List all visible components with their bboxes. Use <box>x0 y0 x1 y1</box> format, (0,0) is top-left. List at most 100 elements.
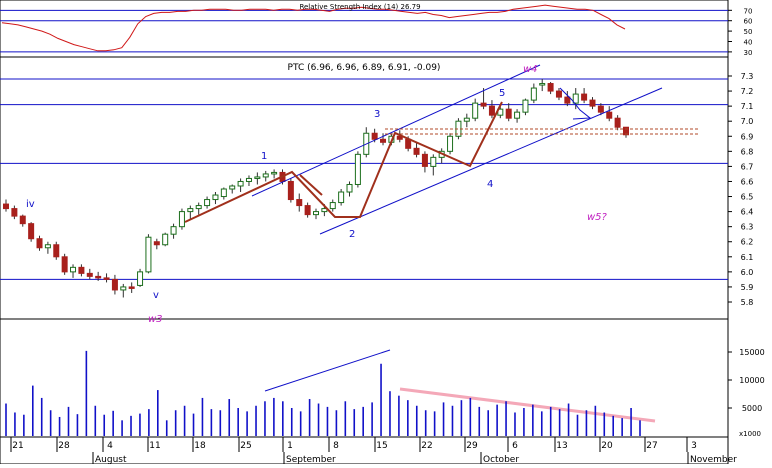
date-tick-label: 11 <box>149 441 160 451</box>
candle-body <box>421 153 428 167</box>
volume-multiplier-label: x1000 <box>739 430 761 438</box>
candle-body <box>572 93 579 104</box>
candle-body <box>564 96 571 104</box>
candle-body <box>329 202 336 210</box>
candle-body <box>514 111 521 119</box>
candle <box>11 205 18 220</box>
candle <box>254 172 261 185</box>
candle-body <box>162 233 169 246</box>
candle-body <box>488 105 495 116</box>
candle-body <box>480 102 487 107</box>
candle-body <box>380 138 387 143</box>
candle <box>581 88 588 104</box>
date-tick-label: 18 <box>194 441 206 451</box>
rsi-tick-label: 50 <box>744 28 753 36</box>
candle-body <box>195 205 202 210</box>
candle-body <box>111 278 118 291</box>
candle <box>287 178 294 203</box>
rsi-layer <box>0 4 728 53</box>
candle-body <box>153 241 160 246</box>
candle-body <box>396 135 403 140</box>
candle-body <box>606 111 613 119</box>
date-tick-label: 4 <box>107 441 113 451</box>
annotation-4: 4 <box>487 179 493 190</box>
candle-body <box>589 99 596 107</box>
candle <box>514 109 521 123</box>
candle <box>606 106 613 122</box>
candle <box>271 169 278 179</box>
month-label: August <box>95 455 127 464</box>
candle <box>463 113 470 128</box>
price-tick-label: 6.7 <box>741 162 754 171</box>
volume-rising-line <box>264 349 391 392</box>
candle <box>313 208 319 220</box>
annotation-w3: w3 <box>148 314 163 325</box>
axis-layer: 70 60 50 40 30 7.3 7.2 7.1 7.0 6.9 6.8 6.7 6.6 6.5 6.4… <box>10 7 765 465</box>
date-tick-label: 8 <box>333 441 339 451</box>
volume-falling-line <box>399 387 656 423</box>
candle <box>589 97 596 110</box>
candle-body <box>212 194 219 201</box>
candle <box>103 273 110 283</box>
candle-body <box>313 211 319 216</box>
candle <box>204 196 211 209</box>
candle-body <box>522 99 529 113</box>
date-tick-label: 6 <box>512 441 518 451</box>
date-tick-label: 28 <box>58 441 70 451</box>
candle <box>329 199 336 212</box>
candle-body <box>11 208 18 217</box>
candle <box>572 88 579 110</box>
price-tick-label: 5.9 <box>741 283 754 292</box>
date-tick-label: 15 <box>376 441 387 451</box>
candle <box>61 253 68 275</box>
candle <box>36 235 43 251</box>
candle-body <box>145 236 152 273</box>
candle <box>70 264 77 278</box>
date-tick-label: 13 <box>556 441 567 451</box>
candle <box>78 264 85 277</box>
rsi-tick-label: 30 <box>744 49 753 57</box>
candle-body <box>597 105 604 113</box>
annotation-v: v <box>153 290 159 301</box>
price-grid-layer <box>0 78 728 280</box>
price-tick-label: 7.0 <box>741 117 754 126</box>
candle-body <box>321 208 328 213</box>
candle-body <box>530 87 537 101</box>
candle-body <box>447 135 454 152</box>
candle <box>430 154 437 176</box>
candle-body <box>137 271 144 286</box>
candle <box>296 193 303 212</box>
candle <box>505 103 512 122</box>
volume-tick-label: 10000 <box>739 376 764 385</box>
candle-body <box>128 286 135 289</box>
annotation-w4: w4 <box>523 64 538 75</box>
annotation-5: 5 <box>499 88 505 99</box>
candle-body <box>86 272 93 277</box>
candle <box>95 271 102 281</box>
candle <box>237 178 244 193</box>
price-tick-label: 7.3 <box>741 72 754 81</box>
candle-body <box>346 183 353 193</box>
candle <box>187 205 194 220</box>
candle <box>413 142 420 158</box>
candle <box>354 151 361 188</box>
annotation-1: 1 <box>261 151 267 162</box>
price-tick-label: 7.2 <box>741 87 754 96</box>
candle-body <box>44 244 51 249</box>
price-tick-label: 6.0 <box>741 268 754 277</box>
annotation-iv: iv <box>26 199 35 210</box>
candle-body <box>237 180 244 187</box>
price-tick-label: 6.5 <box>741 193 754 202</box>
candle <box>547 82 554 95</box>
wave-path-line <box>184 101 503 223</box>
candle-body <box>463 117 470 122</box>
volume-panel-frame <box>0 318 729 438</box>
annotation-2: 2 <box>349 229 355 240</box>
candle-body <box>338 191 345 204</box>
price-tick-label: 6.2 <box>741 238 754 247</box>
month-label: September <box>286 455 336 464</box>
annotation-w5: w5? <box>587 212 608 223</box>
month-label: November <box>690 455 737 464</box>
candle <box>44 241 51 254</box>
